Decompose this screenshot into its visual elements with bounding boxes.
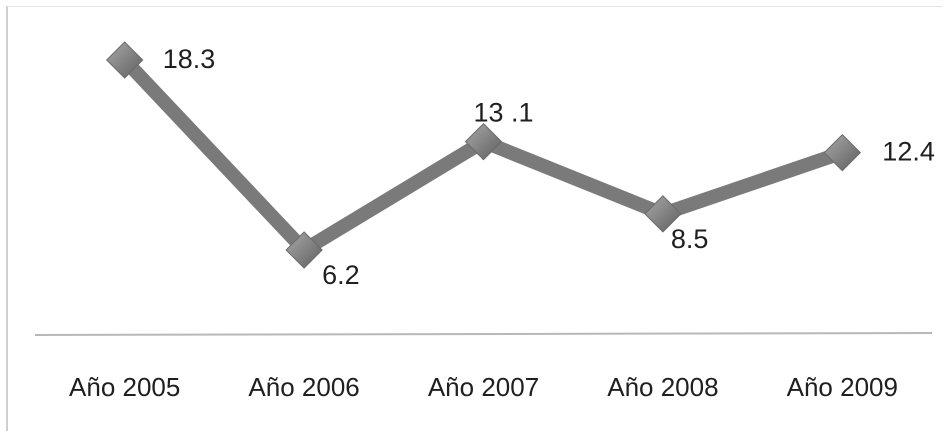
data-point-marker [823,133,862,172]
x-tick-label: Año 2007 [428,372,539,402]
data-point-marker [464,122,503,161]
chart-frame [6,6,942,431]
data-label: 13 .1 [474,98,534,128]
data-label: 8.5 [671,224,709,254]
data-label: 6.2 [322,260,360,290]
x-tick-label: Año 2005 [69,372,180,402]
tick-label-layer: Año 2005 Año 2006 Año 2007 Año 2008 Año 2009 [69,372,898,402]
data-point-marker [285,231,323,269]
x-axis-line [34,332,933,336]
x-tick-label: Año 2006 [248,372,359,402]
x-tick-label: Año 2008 [607,372,718,402]
data-point-marker [105,41,144,79]
data-label: 12.4 [882,137,935,167]
x-axis [34,332,933,336]
x-tick-label: Año 2009 [787,372,898,402]
data-label-layer: 18.3 6.2 13 .1 8.5 12.4 [163,44,935,290]
data-point-marker [644,195,682,233]
data-label: 18.3 [163,44,216,74]
marker-layer [105,41,862,269]
